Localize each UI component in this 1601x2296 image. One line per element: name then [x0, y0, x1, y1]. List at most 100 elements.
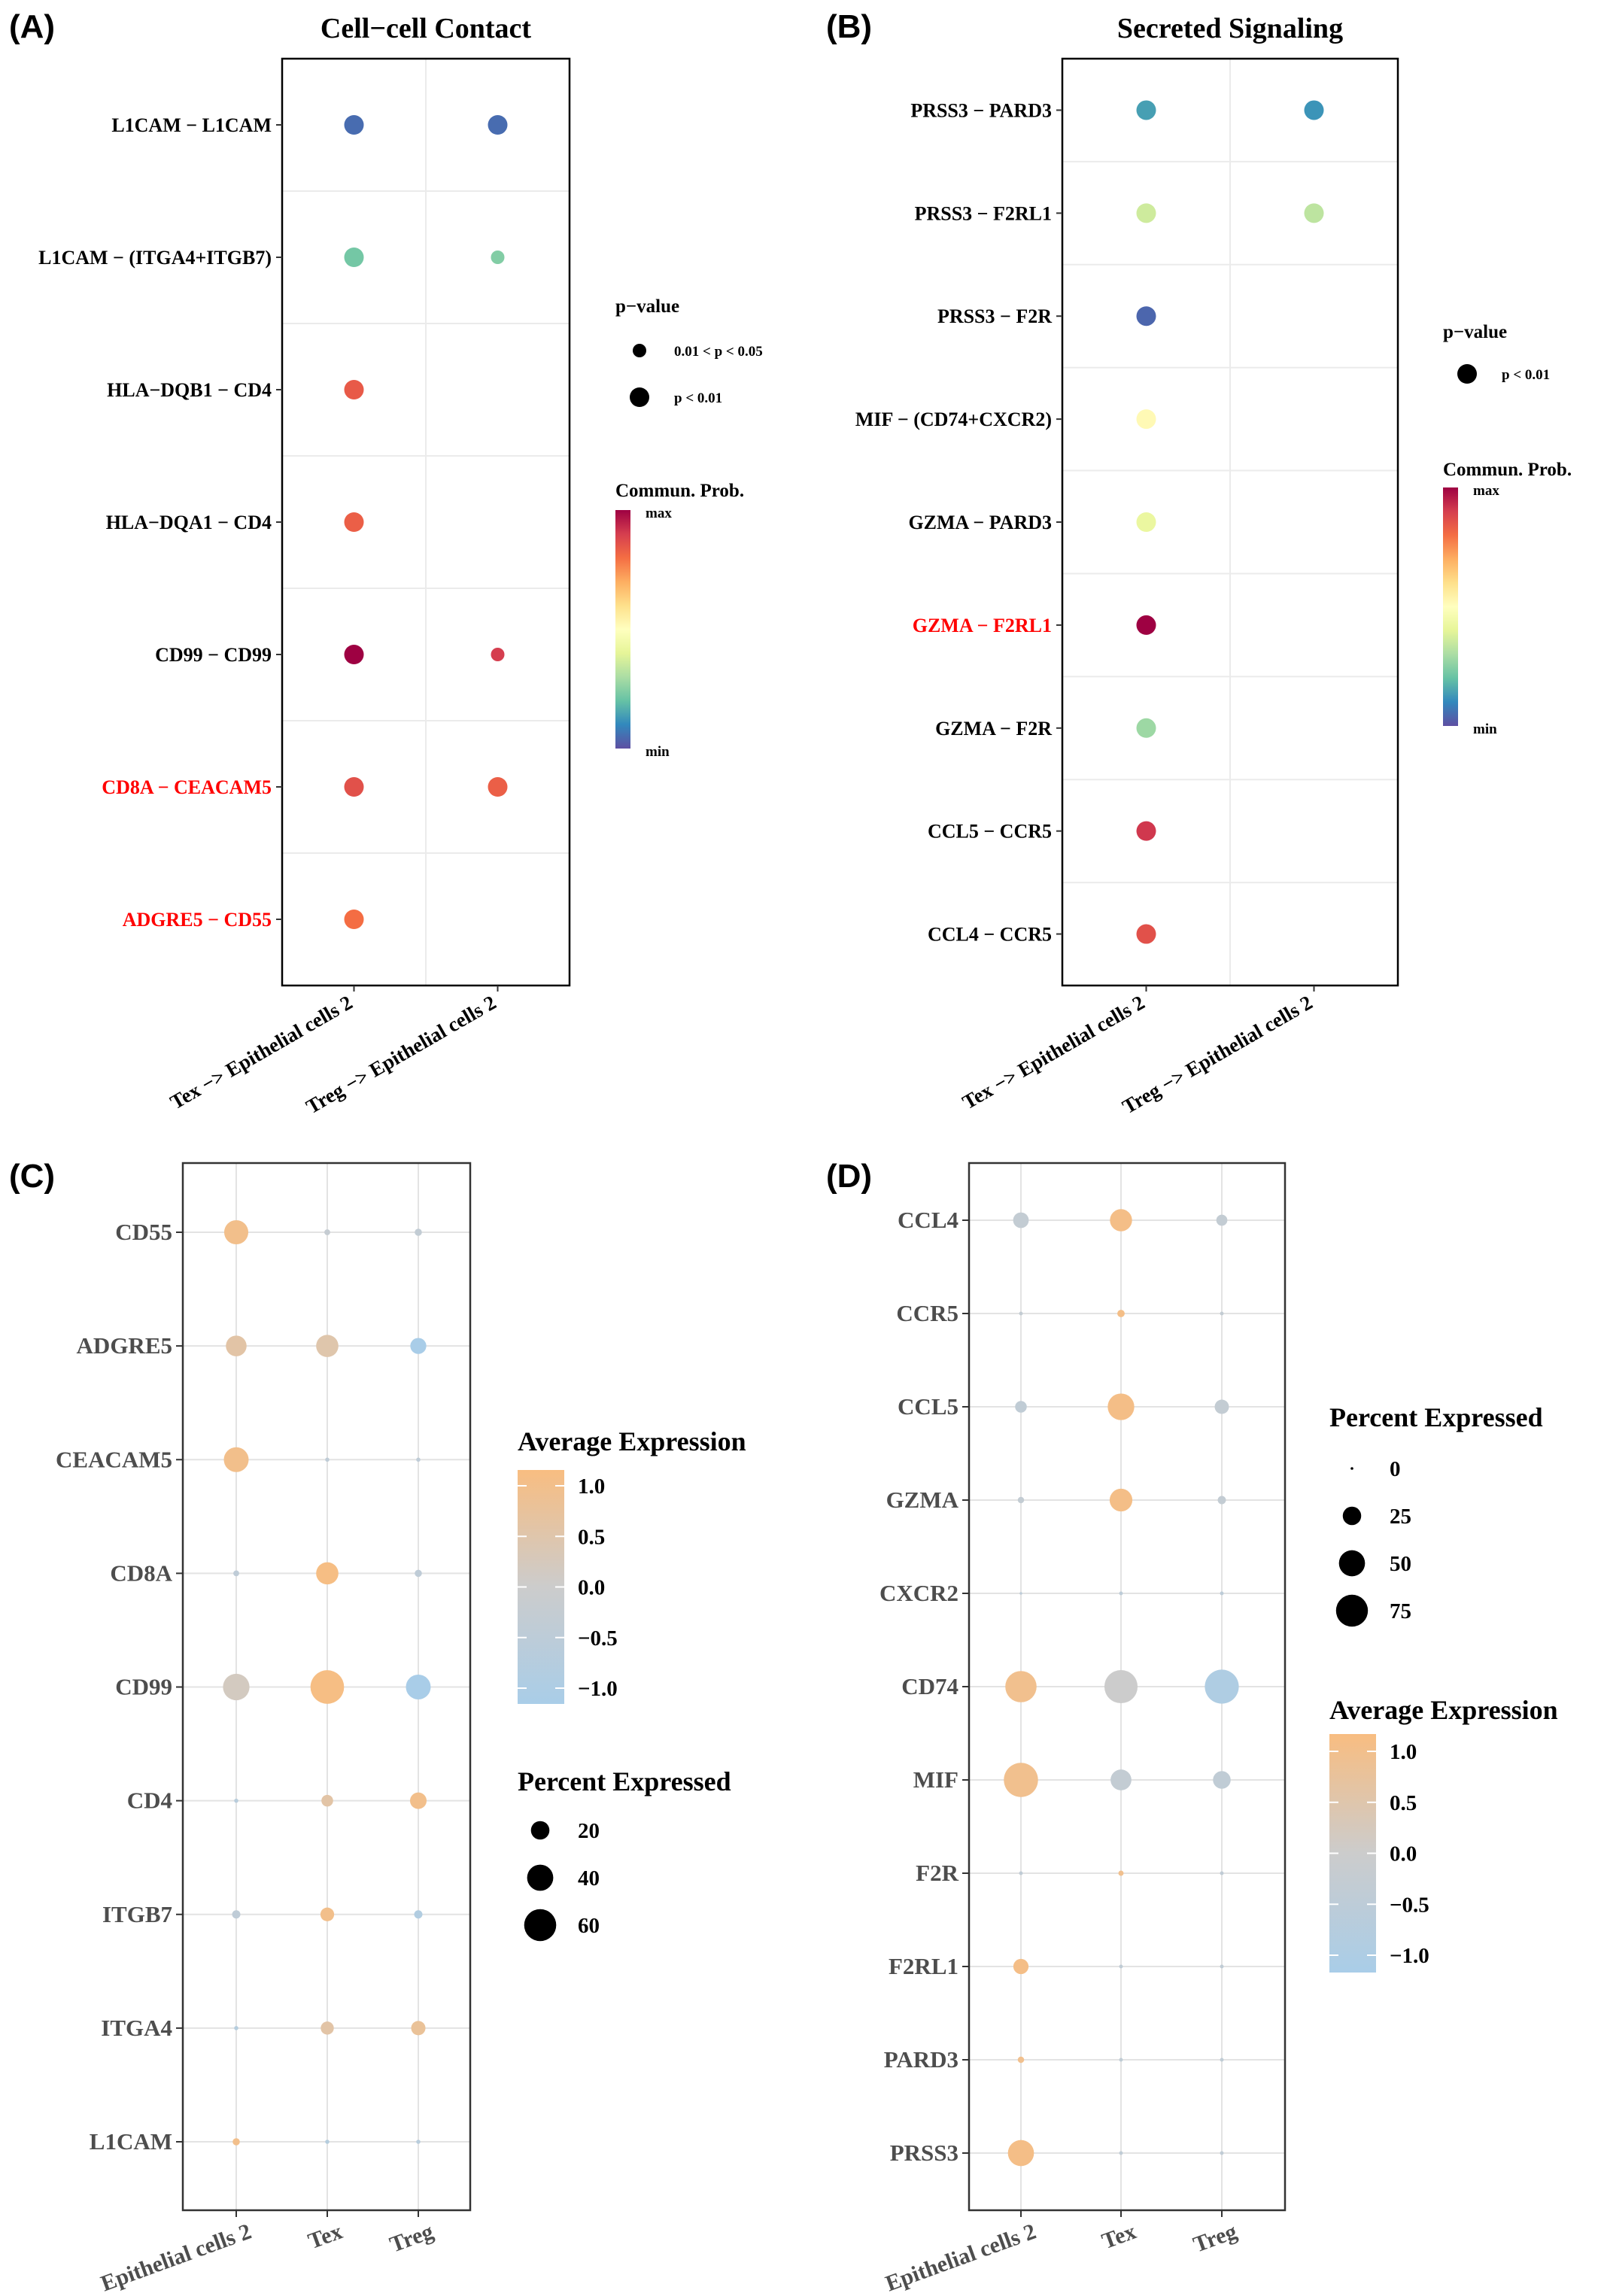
size-legend-label: 0 — [1390, 1457, 1401, 1481]
data-point — [415, 1228, 422, 1236]
data-point — [320, 1907, 335, 1921]
y-label: GZMA − F2RL1 — [913, 615, 1052, 636]
color-legend-label: 0.5 — [578, 1525, 605, 1549]
size-legend-label: 25 — [1390, 1505, 1411, 1529]
panel-title: Secreted Signaling — [1117, 13, 1343, 44]
data-point — [1017, 2056, 1025, 2064]
y-label: CCL5 — [898, 1393, 958, 1420]
data-point — [325, 2140, 330, 2144]
x-label: Tex −> Epithelial cells 2 — [958, 991, 1149, 1113]
color-legend-label: −0.5 — [1390, 1893, 1429, 1917]
data-point — [1213, 1771, 1231, 1789]
data-point — [1205, 1669, 1239, 1704]
x-label: Epithelial cells 2 — [883, 2219, 1040, 2292]
data-point — [223, 1447, 249, 1472]
y-label: F2RL1 — [889, 1953, 958, 1979]
size-legend-key — [1335, 1594, 1369, 1627]
data-point — [1216, 1214, 1228, 1226]
size-legend-title: Percent Expressed — [1329, 1402, 1543, 1432]
y-label: L1CAM − (ITGA4+ITGB7) — [38, 247, 272, 269]
data-point — [1220, 1311, 1224, 1316]
data-point — [1005, 1671, 1037, 1702]
data-point — [416, 2140, 421, 2144]
size-legend-key — [1338, 1550, 1366, 1577]
color-legend-label: −1.0 — [578, 1677, 618, 1701]
size-legend-key — [530, 1821, 550, 1840]
data-point — [1107, 1393, 1135, 1420]
color-legend-title: Average Expression — [518, 1426, 746, 1456]
x-label: Treg — [1190, 2219, 1241, 2258]
size-legend-label: 20 — [578, 1819, 600, 1843]
data-point — [488, 777, 508, 797]
size-legend-label: p < 0.01 — [674, 390, 722, 406]
data-point — [1117, 1310, 1125, 1317]
data-point — [1119, 2058, 1123, 2062]
data-point — [1136, 512, 1156, 532]
data-point — [1136, 409, 1156, 430]
x-label: Treg — [387, 2219, 437, 2258]
data-point — [416, 1457, 421, 1462]
data-point — [1136, 821, 1156, 841]
y-label: CCR5 — [896, 1300, 958, 1326]
y-label: PARD3 — [884, 2046, 958, 2073]
data-point — [321, 2021, 334, 2035]
data-point — [1118, 1870, 1124, 1876]
data-point — [316, 1562, 339, 1585]
color-legend-title: Commun. Prob. — [615, 481, 744, 501]
y-label: PRSS3 − F2RL1 — [915, 202, 1052, 224]
data-point — [1110, 1209, 1132, 1232]
y-label: CCL4 — [898, 1207, 958, 1233]
panel-C: (C) CD55 ADGRE5 CEACAM5 CD8A CD99 CD4 ITGB7 ITGA… — [9, 1158, 746, 2296]
size-legend-label: 40 — [578, 1866, 600, 1891]
size-legend-key — [524, 1909, 557, 1942]
y-label: CEACAM5 — [56, 1446, 172, 1472]
data-point — [1007, 2140, 1034, 2167]
data-point — [1110, 1769, 1132, 1790]
size-legend-label: 75 — [1390, 1599, 1411, 1623]
data-point — [1017, 1496, 1025, 1504]
color-legend-label: 0.0 — [1390, 1842, 1417, 1866]
x-label: Tex — [1098, 2219, 1139, 2255]
y-label: CD99 − CD99 — [155, 644, 272, 666]
color-legend-label: 1.0 — [1390, 1740, 1417, 1764]
y-label: CD74 — [901, 1673, 958, 1699]
y-label: CD8A — [110, 1560, 172, 1586]
size-legend-label: 50 — [1390, 1552, 1411, 1576]
data-point — [232, 2138, 240, 2146]
data-point — [1220, 2058, 1224, 2062]
size-legend-title: p−value — [615, 296, 679, 317]
y-label: ADGRE5 — [77, 1332, 172, 1359]
data-point — [1136, 100, 1156, 120]
y-label: MIF − (CD74+CXCR2) — [855, 408, 1052, 430]
color-legend-min: min — [1473, 721, 1497, 737]
size-legend-title: p−value — [1443, 322, 1507, 342]
data-point — [1015, 1401, 1027, 1413]
data-point — [1220, 1591, 1224, 1596]
y-label: CD55 — [115, 1219, 172, 1245]
data-point — [1136, 203, 1156, 223]
data-point — [1019, 1592, 1022, 1595]
data-point — [232, 1910, 241, 1919]
size-legend-key — [1457, 364, 1477, 384]
color-legend-max: max — [1473, 483, 1499, 499]
size-legend-key — [630, 387, 649, 407]
data-point — [1136, 615, 1156, 635]
size-legend-key — [633, 344, 646, 357]
data-point — [411, 2021, 426, 2036]
data-point — [344, 910, 364, 929]
data-point — [1304, 100, 1324, 120]
y-label: GZMA − PARD3 — [908, 512, 1052, 533]
data-point — [1104, 1669, 1138, 1704]
y-label: CD8A − CEACAM5 — [102, 776, 272, 798]
y-label: CD4 — [127, 1787, 172, 1814]
panel-letter: (A) — [9, 8, 55, 45]
data-point — [234, 2026, 238, 2030]
data-point — [1214, 1399, 1229, 1414]
data-point — [1217, 1496, 1226, 1505]
y-label: PRSS3 − F2R — [937, 305, 1052, 327]
y-label: PRSS3 — [890, 2140, 958, 2166]
y-label: HLA−DQB1 − CD4 — [107, 379, 272, 401]
panel-letter: (B) — [826, 8, 872, 45]
data-point — [344, 248, 364, 267]
